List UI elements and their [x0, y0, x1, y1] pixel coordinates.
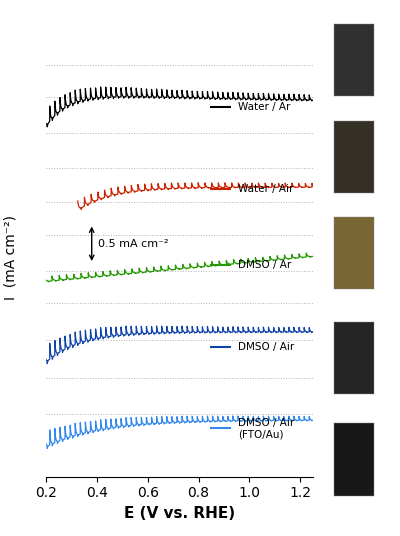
- X-axis label: E (V vs. RHE): E (V vs. RHE): [124, 506, 235, 521]
- Text: DMSO / Ar: DMSO / Ar: [238, 260, 292, 270]
- Text: Water / Air: Water / Air: [238, 184, 294, 194]
- Text: 0.5 mA cm⁻²: 0.5 mA cm⁻²: [98, 239, 168, 249]
- Text: DMSO / Air
(FTO/Au): DMSO / Air (FTO/Au): [238, 418, 294, 439]
- Text: Water / Ar: Water / Ar: [238, 102, 290, 113]
- Text: I  (mA cm⁻²): I (mA cm⁻²): [4, 215, 18, 300]
- Text: DMSO / Air: DMSO / Air: [238, 341, 294, 352]
